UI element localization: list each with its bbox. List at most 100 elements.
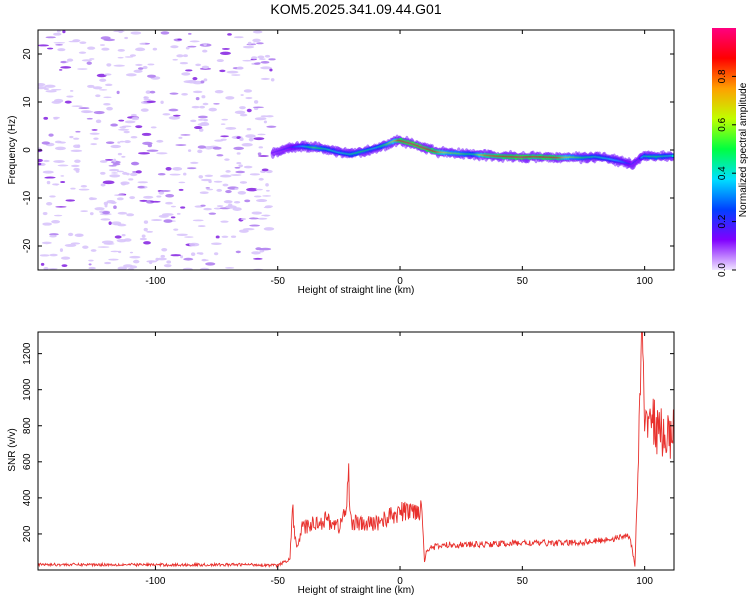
noise-blob [86,61,92,65]
noise-blob [126,213,135,217]
noise-blob [210,242,222,245]
noise-blob [197,225,206,228]
noise-blob [95,119,102,124]
noise-blob [77,68,88,70]
snr-x-axis-label: Height of straight line (km) [298,585,415,596]
noise-blob [95,94,101,98]
noise-blob [143,220,149,224]
noise-blob [46,201,53,206]
noise-blob [87,46,96,50]
noise-blob [239,181,248,184]
noise-blob [73,137,80,140]
noise-blob [195,63,202,67]
noise-blob [44,84,56,88]
noise-blob [124,140,131,144]
noise-blob [38,147,42,150]
noise-blob [58,141,66,144]
noise-blob [71,105,83,107]
noise-blob [46,47,54,50]
noise-blob [212,146,222,150]
noise-blob [129,196,136,200]
noise-blob [179,61,189,65]
noise-blob [65,199,76,202]
noise-blob [245,134,256,138]
noise-blob [192,90,203,94]
noise-blob [55,206,67,208]
noise-blob [178,136,183,139]
noise-blob [169,92,179,95]
noise-blob [69,89,74,92]
noise-blob [89,212,94,216]
noise-blob [55,44,63,46]
noise-blob [251,56,258,60]
noise-blob [39,254,50,257]
noise-blob [197,145,207,149]
noise-blob [261,168,269,172]
noise-blob [190,252,196,256]
noise-blob [110,160,121,164]
noise-blob [269,68,273,72]
noise-blob [265,183,269,187]
noise-blob [257,155,269,157]
noise-blob [88,263,92,266]
noise-blob [219,69,226,73]
noise-blob [117,223,127,227]
noise-blob [121,155,126,158]
noise-blob [249,224,261,227]
noise-blob [130,113,137,117]
noise-blob [263,206,272,209]
noise-blob [129,255,141,259]
noise-blob [105,83,113,87]
noise-blob [165,201,173,205]
noise-blob [178,188,184,191]
noise-blob [258,177,264,181]
noise-blob [80,184,88,188]
noise-blob [263,214,270,217]
noise-blob [265,189,270,192]
colorbar-tick-label: 0.0 [717,263,728,277]
noise-blob [150,126,157,129]
noise-blob [49,253,58,257]
noise-blob [117,48,125,52]
noise-blob [234,166,241,169]
noise-blob [215,235,220,239]
spectrogram-x-tick-label: 50 [517,276,529,287]
noise-blob [158,191,165,195]
noise-blob [246,187,258,192]
noise-blob [100,183,106,187]
noise-blob [124,56,134,58]
noise-blob [90,249,97,252]
noise-blob [183,80,193,84]
noise-blob [118,119,125,122]
spectrogram-x-tick-label: -50 [270,276,285,287]
noise-blob [71,164,80,168]
noise-blob [140,108,149,112]
noise-blob [113,205,117,209]
snr-panel: -100 -50 0 50 100 200 400 600 800 1000 1200 Heigh… [7,331,675,596]
noise-blob [103,96,112,99]
spectrogram-x-axis-label: Height of straight line (km) [298,285,415,296]
noise-blob [38,86,47,90]
noise-blob [219,51,231,55]
noise-blob [203,42,207,46]
noise-blob [168,116,181,120]
snr-plot-area [38,332,674,570]
noise-blob [162,113,171,116]
noise-blob [59,69,63,71]
noise-blob [225,127,237,130]
noise-blob [200,121,209,126]
noise-blob [60,60,67,64]
noise-blob [268,58,276,61]
noise-blob [216,59,224,63]
noise-blob [196,252,201,255]
noise-blob [170,45,179,49]
noise-blob [180,255,184,259]
noise-blob [230,174,242,176]
noise-blob [178,181,186,184]
noise-blob [146,149,159,152]
figure-title: KOM5.2025.341.09.44.G01 [270,1,442,17]
noise-blob [257,133,266,136]
snr-y-tick-label: 600 [22,453,33,470]
noise-blob [223,200,233,204]
noise-blob [60,66,72,69]
